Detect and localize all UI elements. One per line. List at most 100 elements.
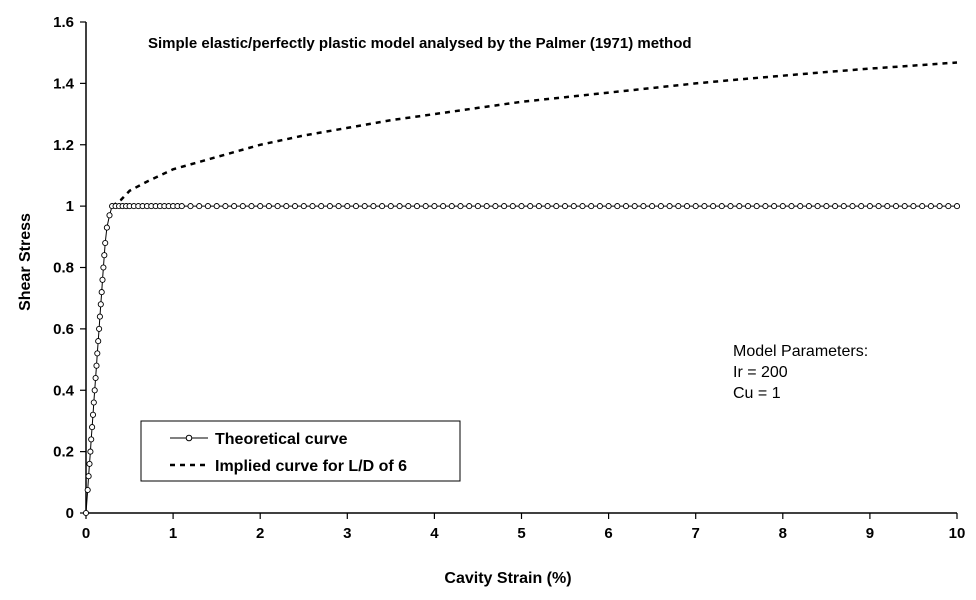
data-point-theoretical — [265, 203, 272, 210]
data-point-theoretical — [858, 203, 865, 210]
data-point-theoretical — [86, 460, 93, 467]
data-point-theoretical — [570, 203, 577, 210]
data-point-theoretical — [379, 203, 386, 210]
y-tick-label: 0.2 — [53, 444, 74, 461]
data-point-theoretical — [814, 203, 821, 210]
legend: Theoretical curve Implied curve for L/D … — [140, 420, 461, 482]
data-point-theoretical — [927, 203, 934, 210]
data-point-theoretical — [300, 203, 307, 210]
data-point-theoretical — [622, 203, 630, 210]
data-point-theoretical — [88, 436, 95, 443]
data-point-theoretical — [405, 203, 412, 210]
x-tick-label: 0 — [82, 525, 90, 542]
data-point-theoretical — [84, 486, 91, 494]
data-point-theoretical — [96, 325, 103, 332]
data-point-theoretical — [85, 473, 92, 480]
data-point-theoretical — [257, 203, 264, 210]
data-point-theoretical — [344, 203, 351, 210]
data-point-theoretical — [466, 203, 473, 210]
annotation-line-1: Model Parameters: — [733, 343, 868, 360]
data-point-theoretical — [370, 203, 377, 210]
y-ticks: 0 0.2 0.4 0.6 0.8 1 1.2 1.4 1.6 — [53, 14, 86, 522]
data-point-theoretical — [553, 203, 560, 210]
series-line-implied-curve — [111, 61, 958, 208]
data-point-theoretical — [291, 203, 299, 210]
data-point-theoretical — [675, 203, 682, 210]
legend-marker-theoretical — [185, 434, 193, 442]
data-point-theoretical — [96, 313, 103, 320]
data-point-theoretical — [892, 203, 900, 210]
data-point-theoretical — [588, 203, 595, 210]
data-point-theoretical — [274, 203, 281, 210]
y-tick-label: 1 — [66, 198, 74, 215]
data-point-theoretical — [605, 203, 612, 210]
y-axis-title: Shear Stress — [17, 213, 34, 311]
data-point-theoretical — [544, 203, 551, 210]
data-point-theoretical — [771, 203, 778, 210]
data-point-theoretical — [779, 203, 786, 210]
data-point-theoretical — [387, 203, 394, 210]
x-tick-label: 5 — [517, 525, 525, 542]
data-point-theoretical — [640, 203, 647, 210]
data-point-theoretical — [361, 203, 368, 210]
data-point-theoretical — [187, 203, 194, 210]
data-point-theoretical — [457, 203, 464, 210]
legend-label-theoretical: Theoretical curve — [215, 431, 348, 448]
data-point-theoretical — [910, 203, 917, 210]
data-point-theoretical — [936, 203, 943, 210]
data-point-theoretical — [657, 203, 664, 210]
plot-area: 0 1 2 3 4 5 6 7 8 9 10 0 0.2 0.4 0.6 0.8 1 1.2 1.4 1.6 — [53, 14, 965, 542]
x-tick-label: 4 — [430, 525, 439, 542]
data-point-theoretical — [805, 203, 812, 210]
data-point-theoretical — [753, 203, 760, 210]
data-point-theoretical — [448, 203, 455, 210]
data-point-theoretical — [196, 203, 203, 210]
x-tick-label: 2 — [256, 525, 264, 542]
y-tick-label: 0.6 — [53, 321, 74, 338]
data-point-theoretical — [527, 203, 534, 210]
data-point-theoretical — [614, 203, 621, 210]
data-point-theoretical — [501, 203, 508, 210]
data-point-theoretical — [99, 276, 106, 283]
x-tick-label: 3 — [343, 525, 351, 542]
data-point-theoretical — [318, 203, 325, 210]
data-point-theoretical — [474, 203, 481, 210]
data-point-theoretical — [509, 203, 516, 210]
data-point-theoretical — [335, 203, 342, 210]
y-tick-label: 1.6 — [53, 14, 74, 31]
data-point-theoretical — [596, 203, 603, 210]
data-point-theoretical — [901, 203, 908, 210]
data-point-theoretical — [89, 424, 96, 431]
annotation-line-2: Ir = 200 — [733, 364, 788, 381]
data-point-theoretical — [106, 212, 113, 219]
data-point-theoretical — [945, 203, 952, 210]
data-point-theoretical — [352, 203, 360, 210]
data-point-theoretical — [884, 203, 891, 210]
data-point-theoretical — [919, 203, 926, 210]
data-point-theoretical — [178, 203, 185, 210]
data-point-theoretical — [535, 203, 542, 210]
data-point-theoretical — [823, 203, 830, 210]
x-tick-label: 8 — [779, 525, 787, 542]
y-tick-label: 0 — [66, 505, 74, 522]
data-point-theoretical — [326, 203, 333, 210]
data-point-theoretical — [103, 224, 110, 231]
data-point-theoretical — [98, 289, 105, 296]
series-layer — [82, 61, 961, 517]
data-point-theoretical — [849, 203, 856, 210]
data-point-theoretical — [431, 203, 438, 210]
y-tick-label: 1.2 — [53, 137, 74, 154]
data-point-theoretical — [797, 203, 804, 210]
legend-box — [140, 420, 461, 482]
data-point-theoretical — [710, 203, 717, 210]
data-point-theoretical — [309, 203, 316, 210]
data-point-theoretical — [701, 203, 708, 210]
x-tick-label: 6 — [604, 525, 612, 542]
data-point-theoretical — [396, 203, 403, 210]
data-point-theoretical — [666, 203, 673, 210]
data-point-theoretical — [727, 203, 734, 210]
data-point-theoretical — [683, 203, 691, 210]
chart-title: Simple elastic/perfectly plastic model a… — [148, 35, 692, 52]
legend-label-implied: Implied curve for L/D of 6 — [215, 458, 407, 475]
